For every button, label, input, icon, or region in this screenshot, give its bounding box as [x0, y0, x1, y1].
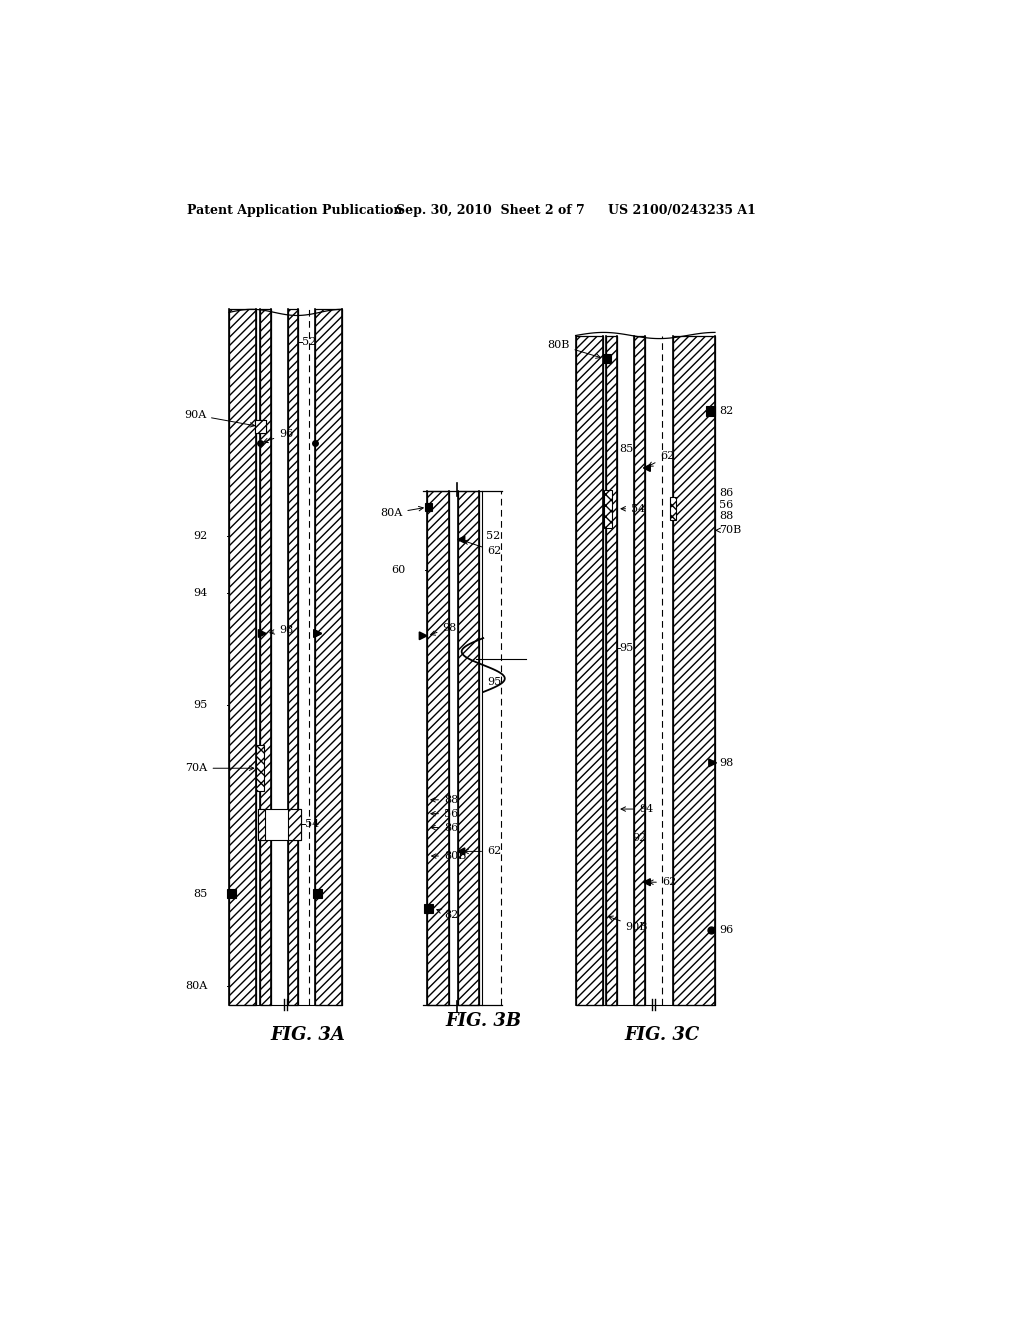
Polygon shape	[313, 630, 322, 638]
Text: 85: 85	[194, 888, 208, 899]
Bar	[258, 809, 265, 840]
Bar	[226, 890, 237, 899]
Bar	[425, 503, 432, 511]
Text: 98: 98	[431, 623, 457, 635]
Text: 86: 86	[719, 488, 733, 499]
Text: 88: 88	[431, 795, 458, 805]
Bar	[255, 420, 266, 433]
Bar	[288, 309, 298, 1006]
Bar	[315, 309, 342, 1006]
Text: 94: 94	[622, 804, 653, 814]
Polygon shape	[258, 630, 266, 638]
Polygon shape	[458, 536, 465, 543]
Text: 70A: 70A	[185, 763, 254, 774]
Text: 56: 56	[431, 809, 458, 818]
Text: 92: 92	[633, 833, 647, 842]
Text: 90A: 90A	[183, 409, 255, 428]
Bar	[229, 309, 256, 1006]
Bar	[634, 335, 645, 1006]
Text: 94: 94	[194, 589, 208, 598]
Text: FIG. 3C: FIG. 3C	[625, 1026, 699, 1044]
Text: 95: 95	[194, 700, 208, 710]
Text: 62: 62	[649, 878, 676, 887]
Text: 56: 56	[719, 500, 733, 510]
Text: 54: 54	[622, 504, 645, 513]
Bar	[706, 407, 715, 416]
Text: 62: 62	[464, 540, 502, 556]
Bar	[575, 335, 602, 1006]
Bar	[606, 335, 617, 1006]
Bar	[255, 420, 266, 433]
Text: 52: 52	[302, 337, 316, 347]
Text: FIG. 3A: FIG. 3A	[270, 1026, 345, 1044]
Text: 60: 60	[391, 565, 406, 576]
Polygon shape	[643, 465, 650, 471]
Bar	[424, 904, 433, 913]
Polygon shape	[313, 630, 322, 638]
Text: Sep. 30, 2010  Sheet 2 of 7: Sep. 30, 2010 Sheet 2 of 7	[396, 205, 585, 218]
Text: 82: 82	[719, 407, 733, 416]
Bar	[256, 744, 264, 792]
Text: 96: 96	[263, 429, 294, 442]
Text: 96: 96	[719, 925, 733, 935]
Bar	[673, 335, 715, 1006]
Text: Patent Application Publication: Patent Application Publication	[186, 205, 402, 218]
Text: US 2100/0243235 A1: US 2100/0243235 A1	[608, 205, 756, 218]
Text: 52: 52	[485, 531, 500, 541]
Bar	[258, 809, 301, 840]
Text: 98: 98	[270, 624, 294, 635]
Bar	[604, 490, 611, 528]
Text: 82: 82	[437, 909, 458, 920]
Bar	[260, 309, 270, 1006]
Text: FIG. 3B: FIG. 3B	[445, 1012, 521, 1030]
Polygon shape	[643, 879, 650, 886]
Polygon shape	[419, 632, 427, 640]
Text: 80B: 80B	[432, 851, 466, 861]
Text: 62: 62	[648, 451, 675, 466]
Polygon shape	[458, 847, 465, 855]
Text: 98: 98	[719, 758, 733, 768]
Text: 90B: 90B	[608, 916, 648, 932]
Text: 70B: 70B	[716, 525, 741, 536]
Text: 62: 62	[464, 846, 502, 857]
Text: 85: 85	[620, 445, 634, 454]
Bar	[313, 890, 323, 899]
Text: 95: 95	[620, 643, 634, 653]
Text: 80B: 80B	[547, 339, 600, 358]
Bar	[458, 491, 479, 1006]
Text: 88: 88	[719, 511, 733, 521]
Text: 80A: 80A	[185, 981, 208, 991]
Bar	[603, 354, 611, 363]
Text: 54: 54	[304, 820, 318, 829]
Text: 95: 95	[487, 677, 502, 686]
Text: 92: 92	[194, 531, 208, 541]
Bar	[427, 491, 449, 1006]
Polygon shape	[709, 759, 717, 767]
Bar	[289, 809, 301, 840]
Text: 86: 86	[431, 822, 458, 833]
Bar	[671, 498, 677, 520]
Text: 80A: 80A	[380, 507, 423, 519]
